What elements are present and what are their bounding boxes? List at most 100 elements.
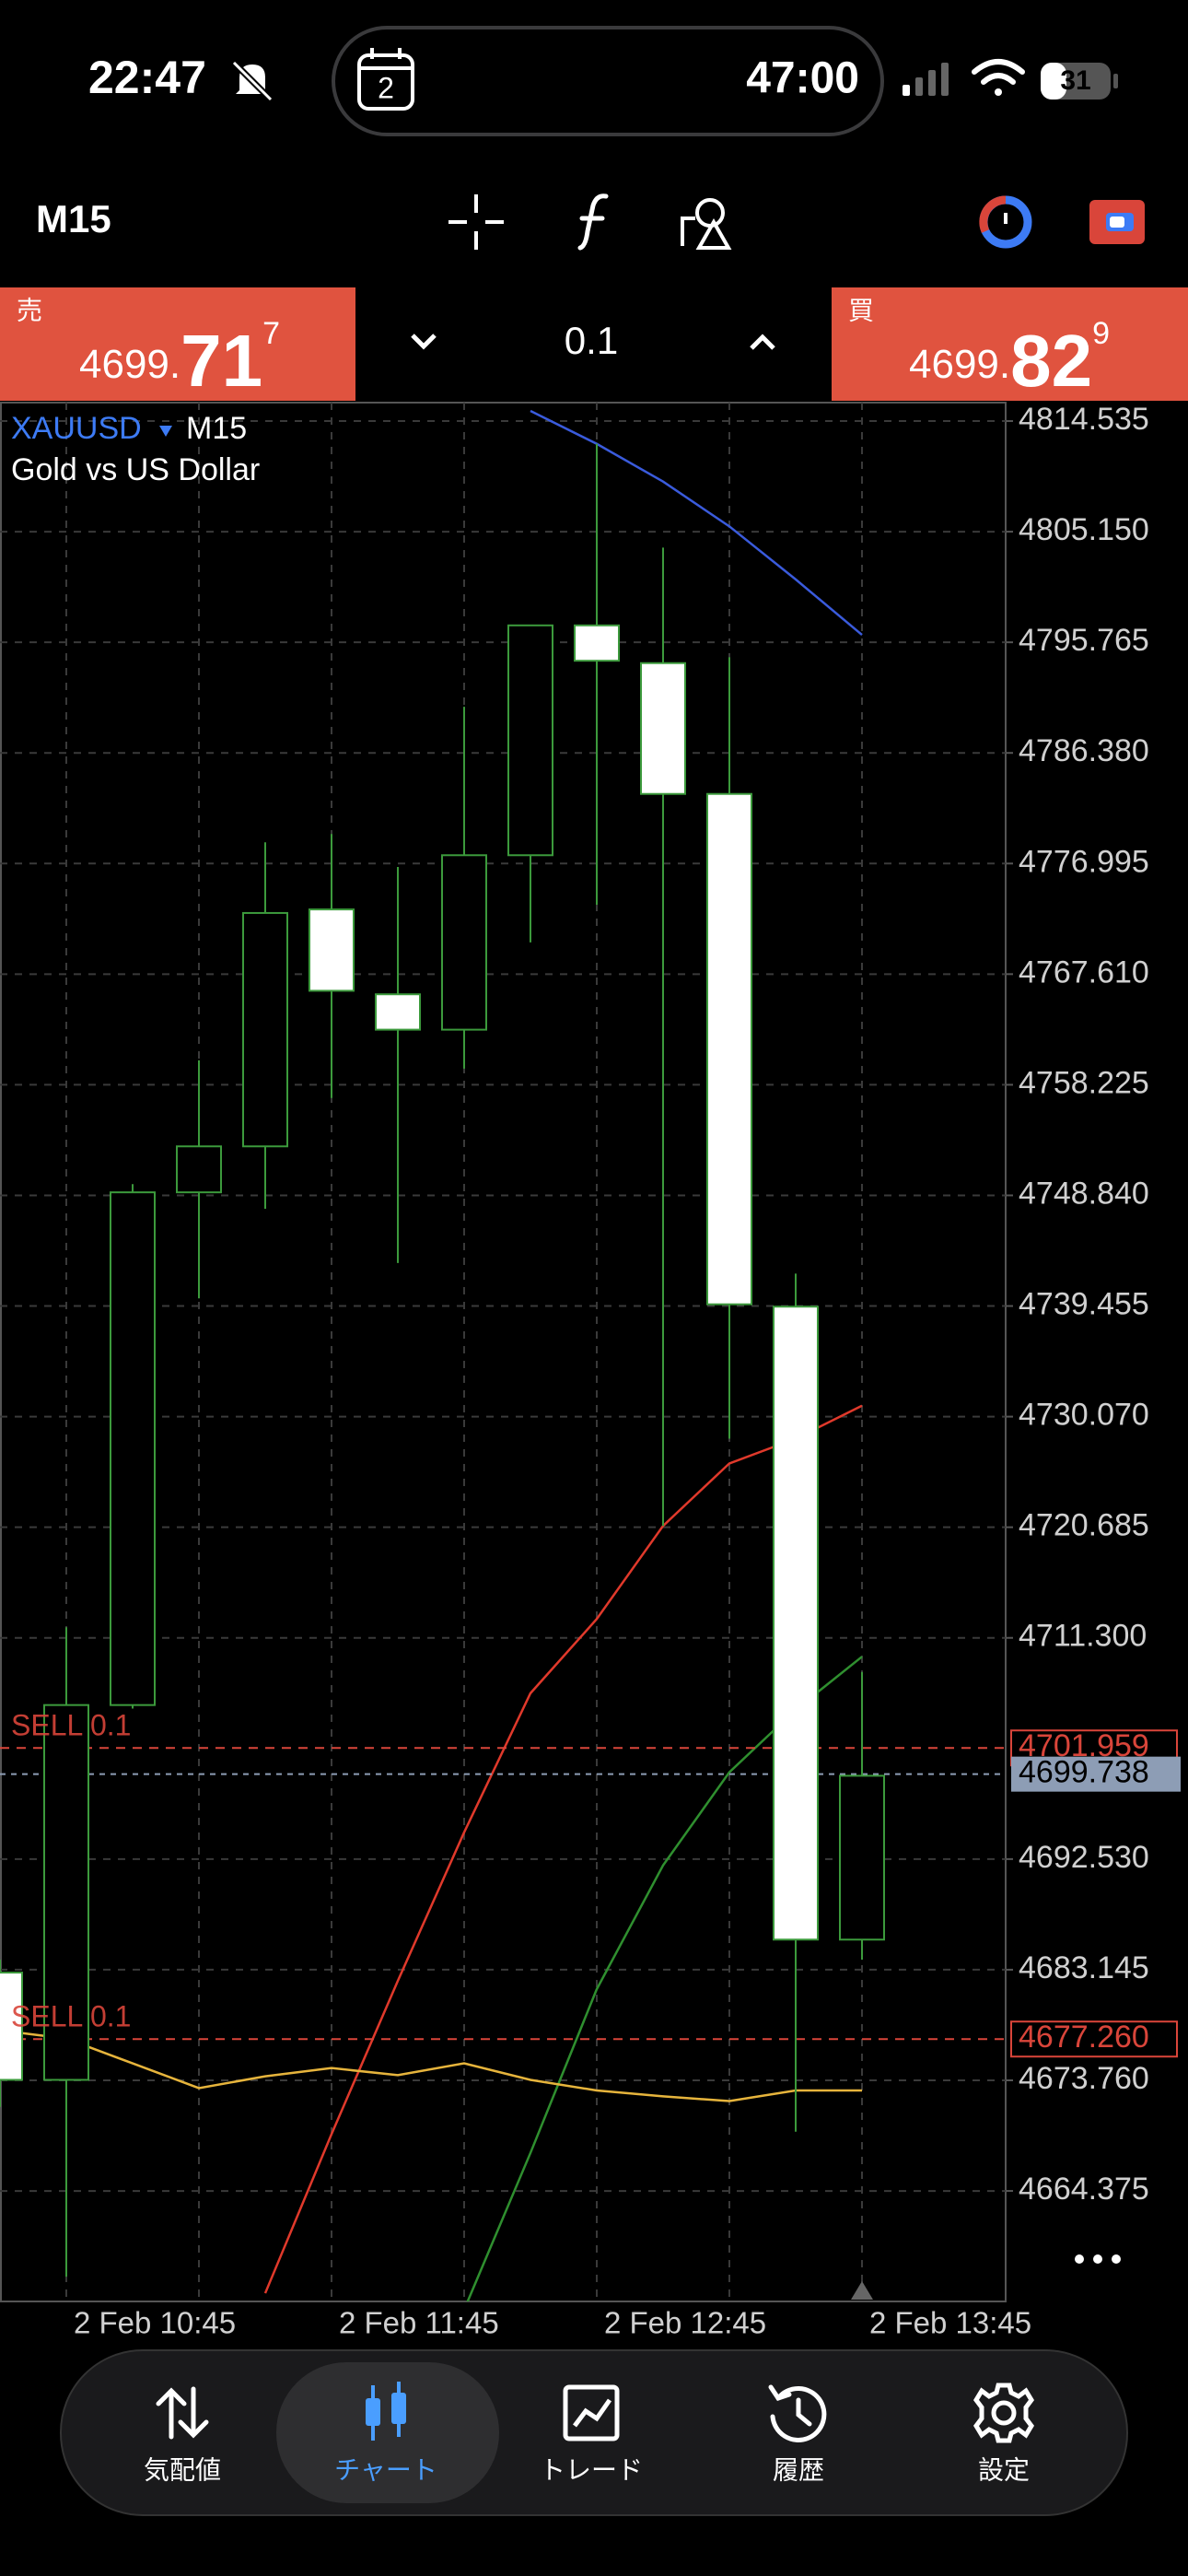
candle-body (176, 1145, 222, 1194)
candle-body (441, 854, 487, 1031)
order-price-box (1010, 2020, 1178, 2058)
battery-icon: 31 (1041, 63, 1118, 100)
nav-label[interactable]: トレード (540, 2455, 643, 2484)
timer: 47:00 (746, 54, 859, 103)
buy-price-main: 4699. (909, 342, 1010, 387)
nav-icon-chart (366, 2382, 406, 2441)
y-tick-label: 4692.530 (1019, 1840, 1149, 1875)
y-tick-label: 4814.535 (1019, 402, 1149, 437)
candle-body (110, 1191, 156, 1706)
status-bar: 22:47 2 47:00 3 (88, 26, 1118, 136)
indicator-line (530, 409, 863, 636)
clock: 22:47 (88, 52, 206, 103)
order-label: SELL 0.1 (11, 2000, 131, 2033)
nav-icon-settings (973, 2383, 1035, 2443)
timeframe-button[interactable]: M15 (36, 197, 111, 240)
sell-price: 4699.717 (79, 316, 280, 402)
trade-panel: 売 4699.717 0.1 買 4699.829 (0, 287, 1188, 402)
nav-labels: 気配値 チャート トレード 履歴 設定 (144, 2455, 1030, 2484)
nav-bar (60, 2349, 1128, 2516)
indicator-line (263, 1404, 863, 2294)
symbol-dropdown[interactable] (159, 426, 172, 437)
y-tick-label: 4786.380 (1019, 733, 1149, 768)
calendar-icon: 2 (357, 48, 414, 111)
wifi-icon (972, 59, 1025, 96)
y-tick-label: 4720.685 (1019, 1508, 1149, 1543)
symbol[interactable]: XAUUSD (11, 411, 142, 446)
sell-button[interactable] (0, 287, 355, 401)
indicators-button[interactable] (577, 193, 609, 251)
sell-price-main: 4699. (79, 342, 181, 387)
chart-subtitle: Gold vs US Dollar (11, 452, 260, 487)
last-bar-marker (851, 2281, 873, 2300)
volume-box (355, 287, 832, 401)
one-click-button[interactable] (1089, 200, 1145, 244)
mute-icon (231, 60, 274, 102)
bottom-nav: 気配値 チャート トレード 履歴 設定 (60, 2349, 1128, 2516)
plot-area (0, 403, 1006, 2301)
current-price-box (1011, 1756, 1181, 1792)
y-tick-label: 4748.840 (1019, 1176, 1149, 1211)
y-tick-label: 4683.145 (1019, 1950, 1149, 1985)
order-label: SELL 0.1 (11, 1709, 131, 1742)
x-tick-label: 2 Feb 13:45 (869, 2306, 1031, 2340)
buy-label: 買 (848, 296, 874, 324)
calendar-day: 2 (378, 71, 394, 104)
dynamic-island[interactable] (332, 26, 884, 136)
buy-price-sup: 9 (1092, 316, 1110, 351)
order-price-label: 4677.260 (1019, 2020, 1149, 2055)
candle-body (309, 908, 355, 992)
battery-level: 31 (1060, 65, 1090, 96)
buy-button[interactable] (832, 287, 1188, 401)
candle-body (375, 993, 421, 1031)
toolbar: M15 (36, 193, 1145, 251)
x-tick-label: 2 Feb 10:45 (74, 2306, 236, 2340)
y-tick-label: 4758.225 (1019, 1065, 1149, 1100)
y-tick-label: 4776.995 (1019, 844, 1149, 879)
current-price-label: 4699.738 (1019, 1755, 1149, 1790)
buy-price: 4699.829 (909, 316, 1110, 402)
crosshair-button[interactable] (448, 194, 504, 250)
volume-down[interactable] (411, 334, 437, 350)
candle-body (507, 624, 553, 857)
y-tick-label: 4673.760 (1019, 2061, 1149, 2096)
nav-active-bg (276, 2362, 499, 2503)
chart-timeframe: M15 (186, 411, 247, 446)
candle-body (773, 1306, 819, 1941)
y-tick-label: 4664.375 (1019, 2172, 1149, 2207)
volume-up[interactable] (750, 334, 775, 350)
sell-price-sup: 7 (262, 316, 280, 351)
nav-icon-quotes (156, 2386, 209, 2440)
candle-body (0, 1972, 23, 2081)
volume[interactable]: 0.1 (565, 319, 618, 362)
y-tick-label: 4730.070 (1019, 1398, 1149, 1433)
y-tick-label: 4767.610 (1019, 954, 1149, 989)
y-tick-label: 4795.765 (1019, 623, 1149, 658)
y-tick-label: 4711.300 (1019, 1619, 1147, 1654)
x-tick-label: 2 Feb 11:45 (339, 2306, 499, 2340)
x-tick-label: 2 Feb 12:45 (604, 2306, 766, 2340)
candle-body (706, 792, 752, 1306)
more-button[interactable] (1075, 2254, 1121, 2264)
objects-button[interactable] (681, 198, 732, 250)
candle-body (242, 911, 288, 1148)
nav-label[interactable]: チャート (334, 2455, 437, 2484)
nav-label[interactable]: 設定 (978, 2455, 1030, 2484)
candle-body (43, 1704, 89, 2081)
candle-body (640, 662, 686, 795)
sell-label: 売 (17, 296, 42, 324)
signal-icon (903, 63, 949, 96)
nav-label[interactable]: 履歴 (773, 2455, 824, 2484)
nav-icon-history (768, 2384, 827, 2442)
nav-icon-trade (563, 2384, 620, 2441)
sell-price-big: 71 (181, 320, 262, 402)
nav-label[interactable]: 気配値 (144, 2455, 221, 2484)
candle-body (839, 1774, 885, 1941)
candle-body (574, 624, 620, 662)
indicator-line (0, 2029, 862, 2102)
buy-price-big: 82 (1010, 320, 1092, 402)
y-tick-label: 4805.150 (1019, 512, 1149, 547)
trade-signals-button[interactable] (979, 195, 1032, 249)
